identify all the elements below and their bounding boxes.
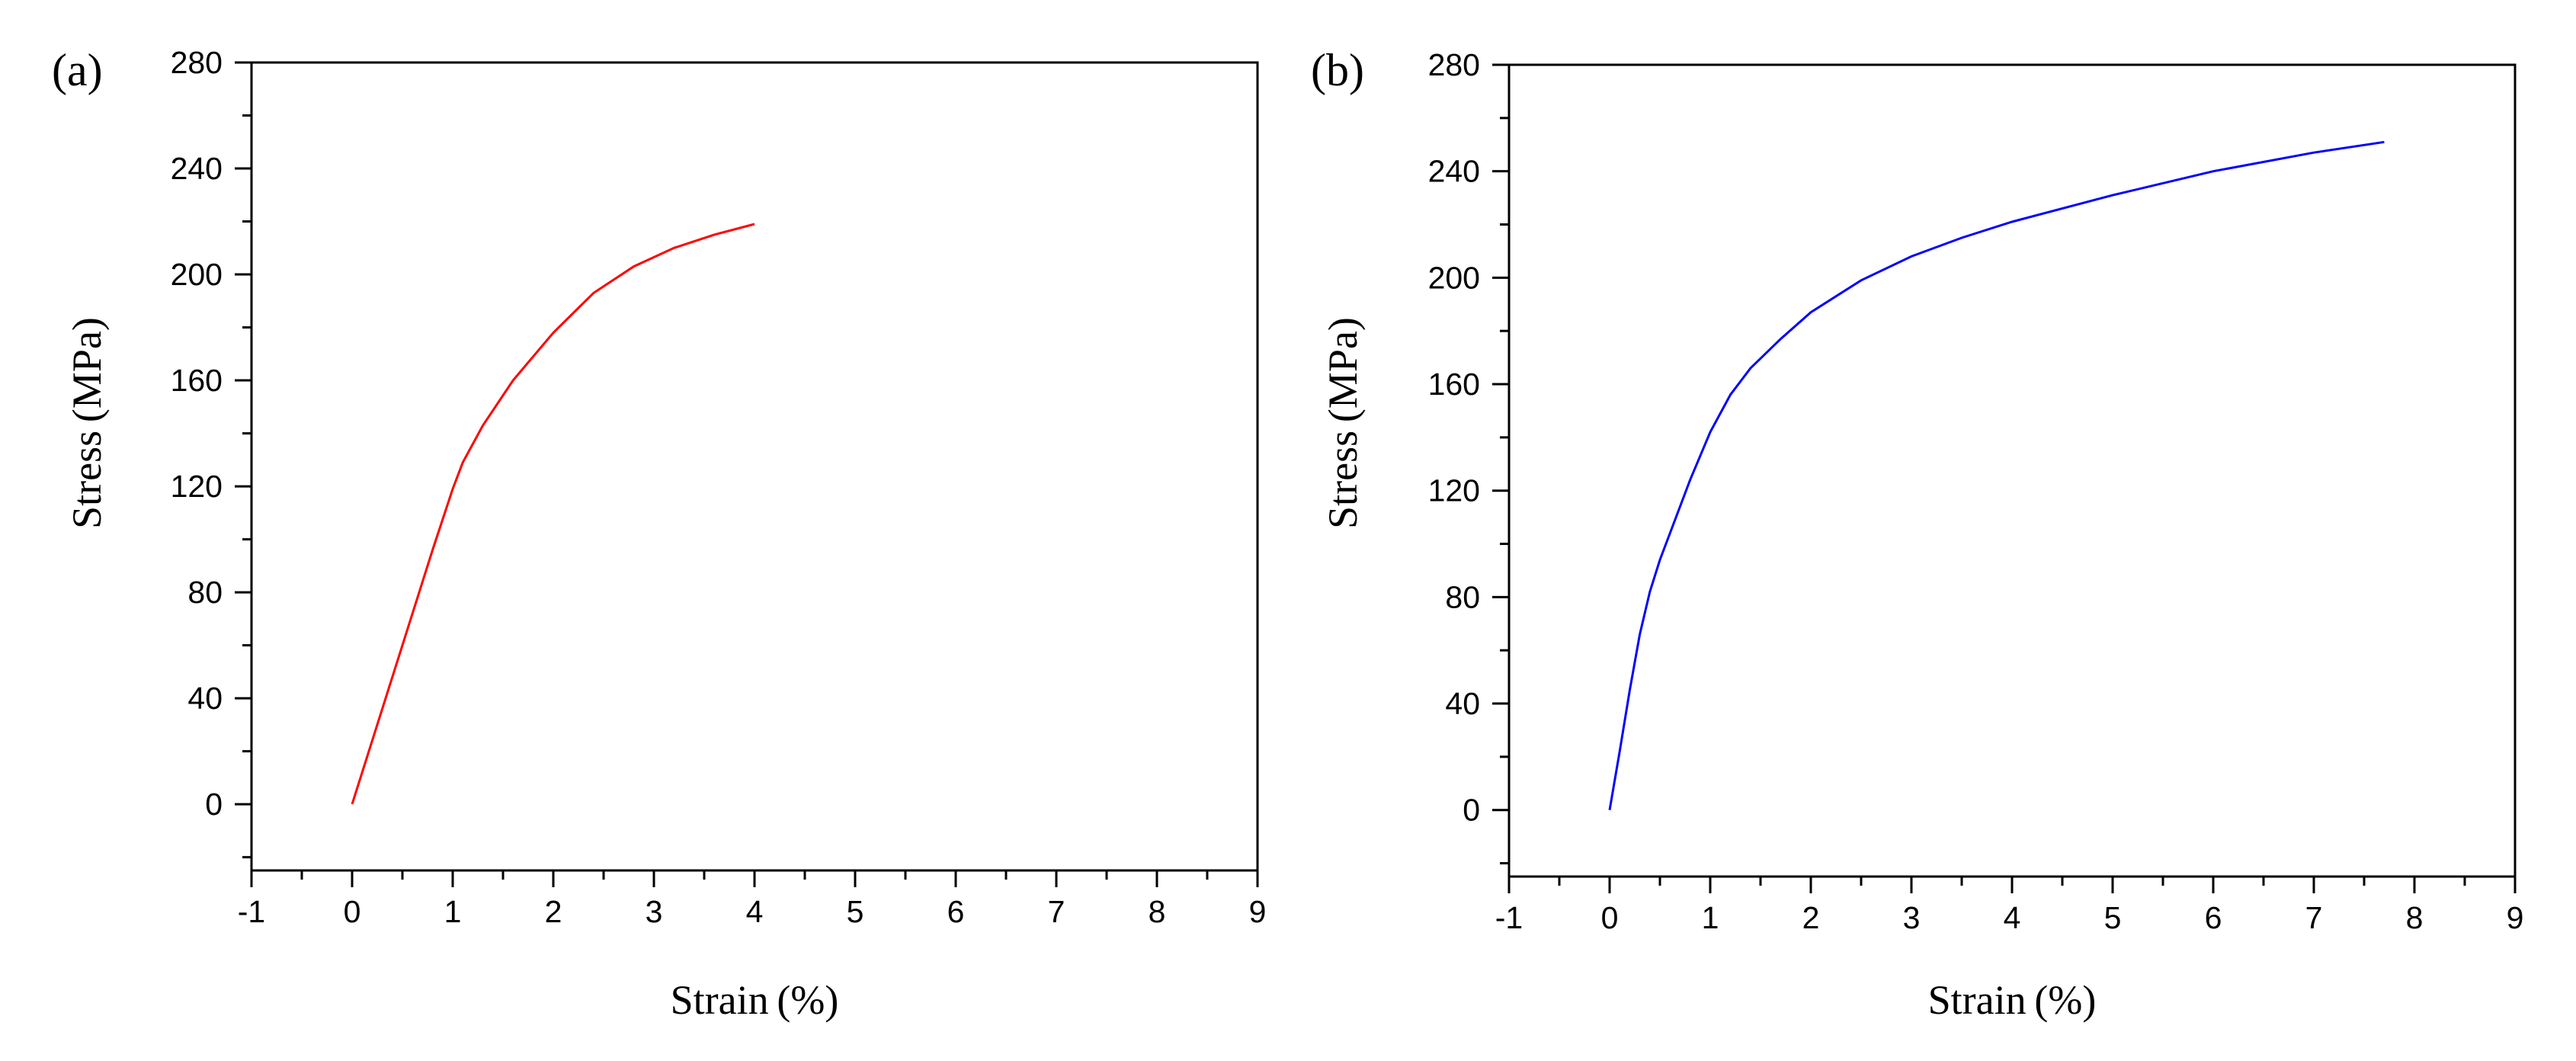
x-tick-label: 5 xyxy=(2104,900,2122,935)
series-line xyxy=(1608,140,2385,810)
x-tick-label: 5 xyxy=(847,894,864,929)
panel-label: (b) xyxy=(1311,45,1364,95)
y-tick-label: 40 xyxy=(1445,686,1480,721)
chart-panel-a: (a) -1 0 1 2 3 4 5 6 7 8 9 0 40 80 120 160 200 240 280 Str… xyxy=(52,45,1266,1023)
x-tick-label: 1 xyxy=(1702,900,1719,935)
x-tick-label: 0 xyxy=(1601,900,1619,935)
x-axis-title: Strain (%) xyxy=(671,977,839,1023)
x-tick-label: -1 xyxy=(238,894,265,929)
x-tick-label: 9 xyxy=(2507,900,2524,935)
x-tick-label: 2 xyxy=(1802,900,1820,935)
x-tick-label: 6 xyxy=(947,894,965,929)
x-tick-label: 8 xyxy=(1149,894,1166,929)
y-tick-label: 0 xyxy=(205,787,223,822)
x-tick-label: 0 xyxy=(344,894,361,929)
x-tick-label: 8 xyxy=(2406,900,2424,935)
plot-frame xyxy=(1507,63,2517,878)
ticks: -1 0 1 2 3 4 5 6 7 8 9 0 40 80 120 160 200 240 280 xyxy=(171,45,1267,929)
y-tick-label: 80 xyxy=(1445,579,1480,614)
plot-frame xyxy=(250,61,1259,872)
ticks: -1 0 1 2 3 4 5 6 7 8 9 0 40 80 120 160 200 240 280 xyxy=(1428,47,2524,935)
panel-label: (a) xyxy=(52,45,103,95)
y-tick-label: 280 xyxy=(1428,47,1480,82)
x-tick-label: 4 xyxy=(746,894,764,929)
x-tick-label: 7 xyxy=(2305,900,2323,935)
y-tick-label: 120 xyxy=(171,469,223,504)
x-tick-label: 3 xyxy=(1903,900,1921,935)
y-tick-label: 80 xyxy=(187,575,223,610)
y-tick-label: 240 xyxy=(171,151,223,186)
y-tick-label: 240 xyxy=(1428,154,1480,189)
x-tick-label: 4 xyxy=(2004,900,2021,935)
x-tick-label: -1 xyxy=(1495,900,1523,935)
x-tick-label: 7 xyxy=(1048,894,1065,929)
x-tick-label: 2 xyxy=(545,894,562,929)
x-axis-title: Strain (%) xyxy=(1928,977,2097,1023)
x-tick-label: 6 xyxy=(2205,900,2222,935)
x-tick-label: 9 xyxy=(1249,894,1267,929)
y-tick-label: 120 xyxy=(1428,473,1480,508)
y-tick-label: 40 xyxy=(187,681,223,716)
chart-panel-b: (b) -1 0 1 2 3 4 5 6 7 8 9 0 40 80 120 160 200 240 280 Str… xyxy=(1311,45,2523,1023)
y-tick-label: 160 xyxy=(1428,367,1480,402)
y-tick-label: 200 xyxy=(171,257,223,292)
y-axis-title: Stress (MPa) xyxy=(64,317,110,529)
y-tick-label: 0 xyxy=(1463,793,1480,828)
x-tick-label: 3 xyxy=(646,894,663,929)
y-tick-label: 200 xyxy=(1428,260,1480,295)
y-tick-label: 160 xyxy=(171,363,223,398)
x-tick-label: 1 xyxy=(444,894,462,929)
y-tick-label: 280 xyxy=(171,45,223,80)
y-axis-title: Stress (MPa) xyxy=(1320,317,1366,529)
series-line xyxy=(351,223,755,805)
